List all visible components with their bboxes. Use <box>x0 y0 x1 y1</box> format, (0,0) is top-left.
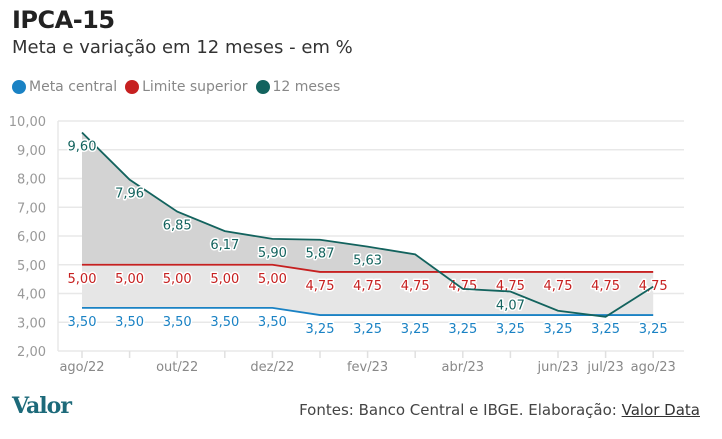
data-label: 5,00 <box>258 272 287 287</box>
legend-item-limite-superior[interactable]: Limite superior <box>125 79 248 95</box>
legend-label: Meta central <box>29 79 118 95</box>
y-tick-label: 3,00 <box>17 316 46 331</box>
y-tick-label: 4,00 <box>17 288 46 303</box>
chart-subtitle: Meta e variação em 12 meses - em % <box>12 37 353 58</box>
y-tick-label: 8,00 <box>17 173 46 188</box>
data-label: 3,25 <box>353 322 382 337</box>
data-label: 3,50 <box>163 315 192 330</box>
data-label: 3,50 <box>258 315 287 330</box>
data-label: 3,25 <box>544 322 573 337</box>
x-tick-label: jul/23 <box>586 360 623 375</box>
x-tick-label: dez/22 <box>250 360 294 375</box>
line-chart: 2,00 3,00 4,00 5,00 6,00 7,00 8,00 9,00 10,00 ago… <box>9 115 684 375</box>
data-label: 3,25 <box>496 322 525 337</box>
data-label: 3,25 <box>639 322 668 337</box>
data-label: 9,60 <box>68 140 97 155</box>
y-tick-label: 7,00 <box>17 201 46 216</box>
x-tick-label: fev/23 <box>347 360 388 375</box>
y-tick-label: 9,00 <box>17 144 46 159</box>
tolerance-band-area <box>82 264 654 316</box>
data-label: 3,50 <box>210 315 239 330</box>
x-tick-label: abr/23 <box>442 360 485 375</box>
valor-logo: Valor <box>12 393 72 419</box>
legend-item-12-meses[interactable]: 12 meses <box>255 79 341 95</box>
valor-data-link[interactable]: Valor Data <box>621 401 700 419</box>
y-tick-label: 5,00 <box>17 259 46 274</box>
legend-dot-icon <box>125 80 140 94</box>
data-label: 5,63 <box>353 254 382 269</box>
data-label: 4,75 <box>401 279 430 294</box>
data-label: 3,50 <box>115 315 144 330</box>
data-label: 3,25 <box>591 322 620 337</box>
data-label: 3,25 <box>448 322 477 337</box>
data-label: 3,25 <box>306 322 335 337</box>
data-label: 4,75 <box>639 279 668 294</box>
data-label: 5,00 <box>163 272 192 287</box>
legend-label: 12 meses <box>272 79 341 95</box>
chart-title: IPCA-15 <box>12 6 115 34</box>
data-label: 7,96 <box>115 187 144 202</box>
y-tick-label: 6,00 <box>17 230 46 245</box>
series-line-2 <box>81 131 654 318</box>
series-line-1 <box>82 263 654 273</box>
data-label: 4,75 <box>353 279 382 294</box>
data-label: 6,17 <box>210 238 239 253</box>
legend: Meta central Limite superior 12 meses <box>12 79 340 95</box>
y-tick-label: 10,00 <box>9 115 46 130</box>
data-label: 5,00 <box>210 272 239 287</box>
data-label: 5,00 <box>115 272 144 287</box>
data-label: 6,85 <box>163 219 192 234</box>
x-tick-label: ago/23 <box>631 360 676 375</box>
y-tick-label: 2,00 <box>17 345 46 360</box>
data-label: 3,25 <box>401 322 430 337</box>
legend-dot-icon <box>12 80 26 94</box>
legend-dot-icon <box>255 80 270 94</box>
data-label: 4,75 <box>544 279 573 294</box>
series-line-0 <box>82 306 654 316</box>
data-label: 4,75 <box>306 279 335 294</box>
legend-item-meta-central[interactable]: Meta central <box>12 79 117 95</box>
data-label: 5,87 <box>306 247 335 262</box>
x-tick-label: jun/23 <box>536 360 578 375</box>
x-tick-label: ago/22 <box>59 360 104 375</box>
data-label: 3,50 <box>68 315 97 330</box>
source-note: Fontes: Banco Central e IBGE. Elaboração… <box>299 401 700 419</box>
legend-label: Limite superior <box>142 79 248 95</box>
x-tick-label: out/22 <box>156 360 198 375</box>
data-label: 4,75 <box>591 279 620 294</box>
data-label: 4,07 <box>496 298 525 313</box>
data-label: 5,90 <box>258 246 287 261</box>
data-label: 5,00 <box>68 272 97 287</box>
source-text: Fontes: Banco Central e IBGE. Elaboração… <box>299 401 622 419</box>
